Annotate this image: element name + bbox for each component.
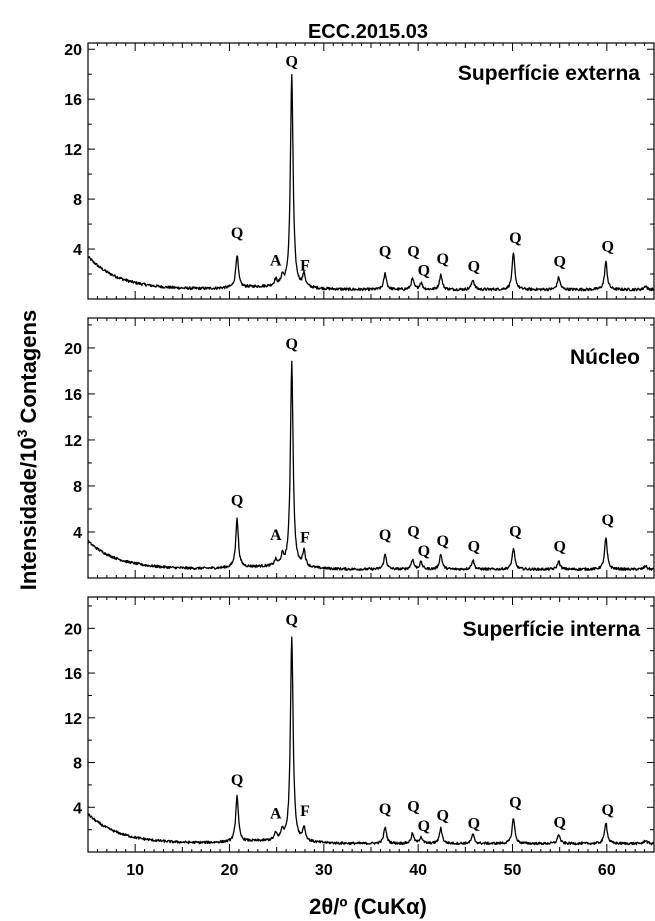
- x-axis-label: 2θ/º (CuKα): [309, 894, 427, 919]
- peak-label: Q: [602, 802, 614, 819]
- peak-label: Q: [509, 230, 521, 247]
- peak-label: Q: [509, 524, 521, 541]
- y-tick-label: 16: [64, 387, 82, 404]
- x-tick-label: 10: [126, 862, 144, 879]
- peak-label: Q: [379, 244, 391, 261]
- peak-label: Q: [379, 527, 391, 544]
- peak-label: Q: [286, 336, 298, 353]
- axis-ticks: 4 8 12 16 20: [64, 318, 655, 578]
- peak-label: Q: [407, 244, 419, 261]
- x-tick-label: 40: [409, 862, 427, 879]
- peak-label: Q: [553, 814, 565, 831]
- diffraction-trace: [87, 73, 655, 292]
- peak-label: F: [300, 529, 310, 546]
- peak-label: Q: [553, 539, 565, 556]
- y-tick-label: 20: [64, 42, 82, 59]
- peak-label: Q: [407, 524, 419, 541]
- y-tick-label: 4: [73, 800, 82, 817]
- y-tick-label: 20: [64, 341, 82, 358]
- peak-label: Q: [418, 818, 430, 835]
- peak-label: Q: [509, 794, 521, 811]
- peak-label: Q: [468, 816, 480, 833]
- y-tick-label: 8: [73, 192, 82, 209]
- peak-label: F: [300, 803, 310, 820]
- peak-label: F: [300, 257, 310, 274]
- panel-label: Superfície interna: [463, 618, 641, 641]
- peak-label: Q: [418, 543, 430, 560]
- peak-label: Q: [286, 612, 298, 629]
- peak-label: Q: [286, 54, 298, 71]
- peak-label: Q: [436, 533, 448, 550]
- x-tick-label: 20: [221, 862, 239, 879]
- y-tick-label: 16: [64, 92, 82, 109]
- y-tick-label: 8: [73, 756, 82, 773]
- peak-label: Q: [436, 251, 448, 268]
- peak-label: Q: [407, 799, 419, 816]
- y-tick-label: 8: [73, 479, 82, 496]
- y-tick-label: 12: [64, 142, 82, 159]
- peak-label: Q: [231, 225, 243, 242]
- peak-label: Q: [602, 512, 614, 529]
- peak-label: Q: [553, 254, 565, 271]
- y-axis-label-sup: 3: [14, 429, 30, 437]
- peak-label: A: [270, 805, 282, 822]
- axis-ticks: 4 8 12 16 20: [64, 597, 655, 852]
- peak-label: Q: [379, 801, 391, 818]
- y-tick-label: 12: [64, 711, 82, 728]
- y-tick-label: 4: [73, 525, 82, 542]
- peak-label: Q: [418, 262, 430, 279]
- y-tick-label: 12: [64, 433, 82, 450]
- peak-label: A: [270, 527, 282, 544]
- peak-label: Q: [468, 539, 480, 556]
- axis-ticks: 4 8 12 16 20: [64, 42, 655, 299]
- diffraction-trace: [87, 360, 655, 572]
- peak-label: A: [270, 252, 282, 269]
- y-tick-label: 16: [64, 666, 82, 683]
- y-axis-label-tail: Contagens: [16, 310, 41, 430]
- x-axis: 10 20 30 40 50 60: [126, 862, 616, 879]
- peak-label: Q: [436, 808, 448, 825]
- peak-label: Q: [231, 493, 243, 510]
- chart-title: ECC.2015.03: [308, 21, 428, 43]
- diffraction-trace: [87, 636, 655, 846]
- y-axis-label: Intensidade/103 Contagens: [14, 310, 41, 590]
- x-tick-label: 60: [598, 862, 616, 879]
- y-tick-label: 4: [73, 242, 82, 259]
- panel-label: Superfície externa: [458, 62, 640, 85]
- peak-label: Q: [231, 772, 243, 789]
- x-tick-label: 50: [504, 862, 522, 879]
- x-tick-label: 30: [315, 862, 333, 879]
- y-tick-label: 20: [64, 621, 82, 638]
- y-axis-label-main: Intensidade/10: [16, 437, 41, 590]
- panel-label: Núcleo: [570, 346, 640, 369]
- peak-label: Q: [602, 239, 614, 256]
- peak-label: Q: [468, 259, 480, 276]
